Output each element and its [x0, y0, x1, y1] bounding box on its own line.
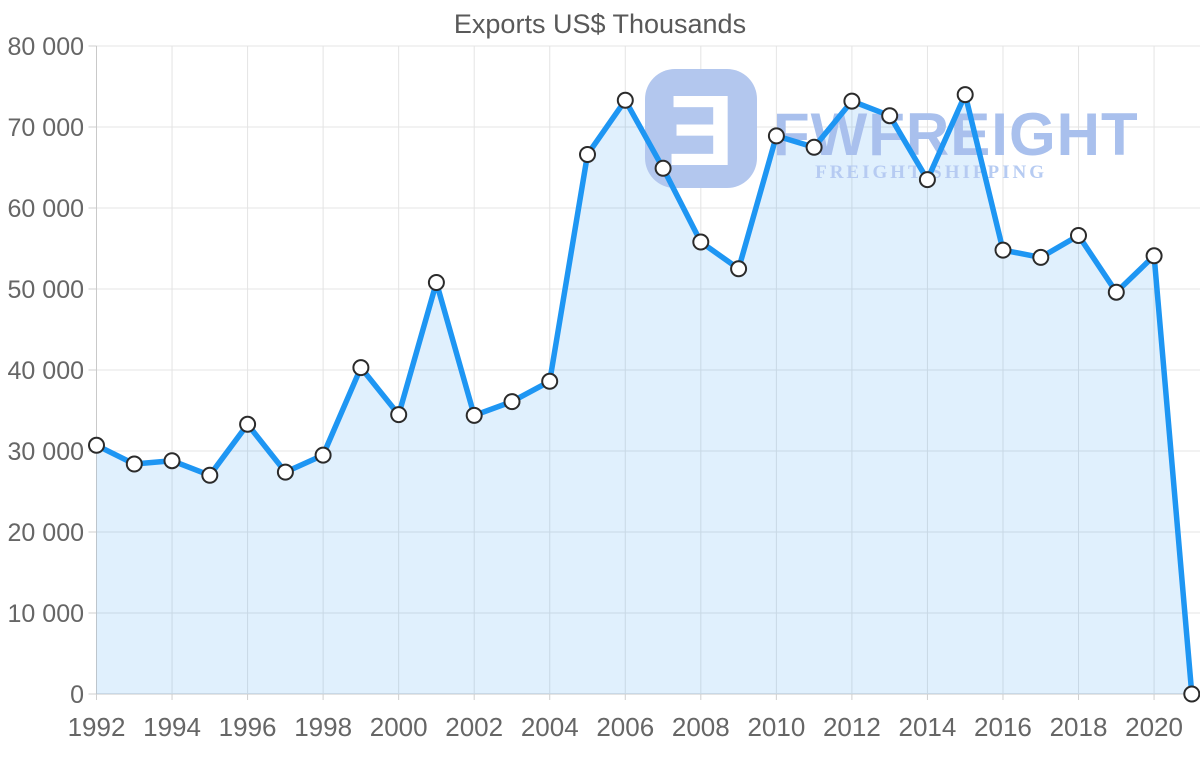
data-point-marker	[163, 452, 181, 470]
data-point-marker	[1032, 248, 1050, 266]
watermark: Ǝ FWFREIGHT FREIGHT SHIPPING	[645, 69, 1138, 188]
y-tick-label: 50 000	[8, 276, 84, 304]
y-tick-label: 0	[70, 681, 84, 709]
data-point-marker	[503, 393, 521, 411]
data-point-marker	[805, 138, 823, 156]
data-point-marker	[1183, 685, 1200, 703]
y-tick-label: 20 000	[8, 519, 84, 547]
x-tick-label: 1992	[68, 712, 126, 742]
x-tick-label: 1996	[219, 712, 277, 742]
watermark-logo-glyph: Ǝ	[668, 75, 735, 187]
y-axis-labels: 0 10 000 20 000 30 000 40 000 50 000 60 000 70 …	[8, 33, 84, 709]
data-point-marker	[125, 455, 143, 473]
data-point-marker	[1145, 247, 1163, 265]
data-point-marker	[881, 107, 899, 125]
chart-title: Exports US$ Thousands	[453, 9, 747, 39]
y-tick-label: 10 000	[8, 600, 84, 628]
data-markers	[88, 86, 1200, 703]
data-point-marker	[767, 127, 785, 145]
x-tick-label: 2008	[672, 712, 730, 742]
data-point-marker	[88, 436, 105, 454]
x-tick-label: 2000	[370, 712, 428, 742]
x-tick-label: 2018	[1050, 712, 1108, 742]
data-point-marker	[994, 241, 1012, 259]
y-tick-label: 80 000	[8, 33, 84, 61]
data-point-marker	[1107, 283, 1125, 301]
data-point-marker	[918, 171, 936, 189]
area-fill	[96, 94, 1192, 695]
data-point-marker	[239, 415, 257, 433]
data-point-marker	[541, 372, 559, 390]
data-point-marker	[616, 91, 634, 109]
data-point-marker	[692, 233, 710, 251]
data-point-marker	[427, 274, 445, 291]
x-tick-label: 2002	[445, 712, 503, 742]
x-tick-label: 2016	[974, 712, 1032, 742]
data-point-marker	[465, 406, 483, 424]
x-tick-label: 2004	[521, 712, 579, 742]
x-tick-label: 2010	[747, 712, 805, 742]
x-tick-label: 2012	[823, 712, 881, 742]
data-point-marker	[579, 146, 596, 163]
y-tick-label: 60 000	[8, 195, 84, 223]
data-point-marker	[352, 359, 370, 377]
data-point-marker	[314, 446, 332, 464]
data-point-marker	[390, 406, 408, 424]
data-point-marker	[956, 86, 974, 104]
data-point-marker	[201, 466, 219, 484]
x-tick-label: 1994	[143, 712, 201, 742]
x-axis-labels: 1992 1994 1996 1998 2000 2002 2004 2006 2008 2010…	[68, 712, 1183, 742]
data-point-marker	[843, 92, 861, 110]
x-tick-label: 2014	[899, 712, 957, 742]
data-point-marker	[730, 260, 748, 278]
data-point-marker	[276, 463, 294, 481]
data-point-marker	[654, 159, 672, 177]
x-tick-label: 2020	[1125, 712, 1183, 742]
y-tick-label: 40 000	[8, 357, 84, 385]
watermark-logo-box	[645, 69, 757, 188]
y-tick-label: 30 000	[8, 438, 84, 466]
y-tick-label: 70 000	[8, 114, 84, 142]
x-tick-label: 1998	[294, 712, 352, 742]
data-point-marker	[1070, 227, 1087, 244]
x-tick-label: 2006	[596, 712, 654, 742]
